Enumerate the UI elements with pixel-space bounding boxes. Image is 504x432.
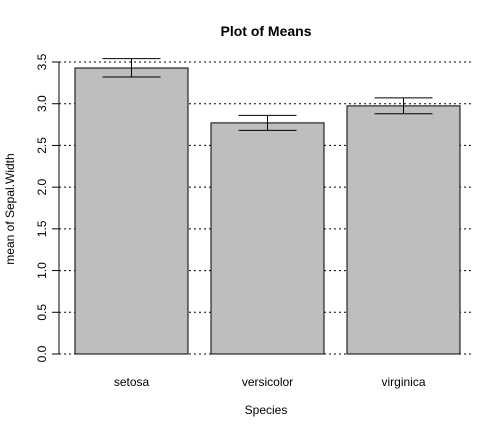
y-tick-label: 3.5 [35,53,49,70]
x-tick-label-setosa: setosa [114,375,150,389]
bar-versicolor [210,122,325,355]
y-tick-label: 2.0 [35,178,49,195]
y-tick-label: 0.0 [35,345,49,362]
bars [74,67,461,355]
y-tick-label: 1.0 [35,262,49,279]
y-tick-label: 2.5 [35,137,49,154]
x-tick-label-versicolor: versicolor [242,375,293,389]
y-tick-label: 3.0 [35,95,49,112]
y-axis: 0.0 0.5 1.0 1.5 2.0 2.5 3.0 3.5 [35,53,60,362]
y-axis-label: mean of Sepal.Width [3,153,17,264]
x-axis-ticks: setosa versicolor virginica [114,375,426,389]
bar-setosa [74,67,189,355]
y-tick-label: 0.5 [35,304,49,321]
error-bars [102,58,433,131]
y-tick-label: 1.5 [35,220,49,237]
x-tick-label-virginica: virginica [381,375,425,389]
x-axis-label: Species [245,403,288,417]
chart-title: Plot of Means [220,23,311,39]
bar-virginica [346,105,461,355]
